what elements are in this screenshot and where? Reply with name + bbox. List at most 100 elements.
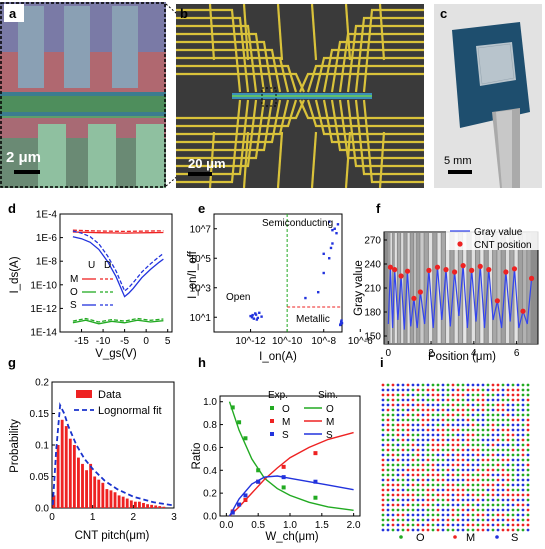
grid-dot-s bbox=[466, 398, 470, 402]
legend-m-dot bbox=[453, 535, 457, 539]
grid-dot-s bbox=[481, 418, 485, 422]
grid-dot-s bbox=[526, 478, 530, 482]
grid-dot-o bbox=[486, 403, 490, 407]
grid-dot-o bbox=[476, 508, 480, 512]
x-tick-label: 0.0 bbox=[219, 520, 233, 531]
background-stripe bbox=[392, 233, 395, 343]
electrode-trace bbox=[344, 4, 352, 61]
point-exp-s bbox=[237, 502, 242, 507]
background-stripe bbox=[410, 233, 413, 343]
grid-dot-m bbox=[386, 393, 390, 397]
grid-dot-o bbox=[496, 448, 500, 452]
grid-dot-s bbox=[411, 428, 415, 432]
grid-dot-s bbox=[436, 438, 440, 442]
grid-dot-m bbox=[441, 478, 445, 482]
grid-dot-s bbox=[426, 383, 430, 387]
grid-dot-s bbox=[486, 513, 490, 517]
grid-dot-s bbox=[401, 488, 405, 492]
grid-dot-o bbox=[456, 448, 460, 452]
grid-dot-m bbox=[476, 448, 480, 452]
grid-dot-s bbox=[516, 433, 520, 437]
grid-dot-m bbox=[521, 503, 525, 507]
series-sim-o bbox=[228, 401, 354, 511]
grid-dot-o bbox=[426, 463, 430, 467]
grid-dot-o bbox=[466, 428, 470, 432]
cnt-position-point bbox=[443, 267, 449, 273]
grid-dot-o bbox=[481, 488, 485, 492]
background-stripe bbox=[417, 233, 420, 343]
grid-dot-m bbox=[456, 463, 460, 467]
grid-dot-m bbox=[456, 393, 460, 397]
grid-dot-m bbox=[441, 408, 445, 412]
point-semiconducting bbox=[335, 231, 338, 235]
grid-dot-m bbox=[476, 498, 480, 502]
grid-dot-s bbox=[431, 433, 435, 437]
grid-dot-o bbox=[461, 403, 465, 407]
grid-dot-m bbox=[471, 423, 475, 427]
grid-dot-s bbox=[461, 523, 465, 527]
grid-dot-m bbox=[501, 513, 505, 517]
grid-dot-s bbox=[496, 393, 500, 397]
y-tick-label: 150 bbox=[364, 332, 381, 343]
grid-dot-m bbox=[466, 513, 470, 517]
electrode-trace bbox=[176, 99, 274, 152]
grid-dot-s bbox=[396, 403, 400, 407]
grid-dot-s bbox=[386, 503, 390, 507]
grid-dot-m bbox=[511, 418, 515, 422]
legend-s-label: S bbox=[511, 532, 518, 544]
grid-dot-o bbox=[431, 453, 435, 457]
electrode-trace bbox=[176, 8, 242, 93]
grid-dot-m bbox=[476, 513, 480, 517]
grid-dot-o bbox=[386, 468, 390, 472]
grid-dot-o bbox=[446, 503, 450, 507]
grid-dot-o bbox=[501, 418, 505, 422]
histogram-bar bbox=[158, 506, 162, 508]
grid-dot-m bbox=[456, 498, 460, 502]
grid-dot-o bbox=[441, 503, 445, 507]
grid-dot-m bbox=[456, 453, 460, 457]
grid-dot-m bbox=[386, 488, 390, 492]
grid-dot-o bbox=[436, 423, 440, 427]
grid-dot-s bbox=[501, 508, 505, 512]
legend-label-s: S bbox=[70, 300, 77, 311]
point-semiconducting bbox=[304, 296, 307, 300]
grid-dot-o bbox=[381, 448, 385, 452]
grid-dot-s bbox=[511, 413, 515, 417]
grid-dot-s bbox=[501, 453, 505, 457]
grid-dot-m bbox=[391, 403, 395, 407]
grid-dot-m bbox=[506, 433, 510, 437]
grid-dot-o bbox=[471, 473, 475, 477]
electrode-trace bbox=[354, 16, 424, 93]
grid-dot-o bbox=[451, 433, 455, 437]
grid-dot-o bbox=[396, 453, 400, 457]
background-stripe bbox=[497, 233, 501, 343]
grid-dot-o bbox=[386, 398, 390, 402]
grid-dot-m bbox=[446, 498, 450, 502]
grid-dot-m bbox=[456, 518, 460, 522]
electrode-trace bbox=[310, 131, 318, 188]
grid-dot-o bbox=[456, 468, 460, 472]
grid-dot-m bbox=[436, 478, 440, 482]
grid-dot-o bbox=[416, 503, 420, 507]
grid-dot-s bbox=[461, 418, 465, 422]
grid-dot-o bbox=[436, 388, 440, 392]
grid-dot-s bbox=[501, 423, 505, 427]
electrode-trace bbox=[362, 99, 424, 184]
grid-dot-m bbox=[421, 463, 425, 467]
histogram-bar bbox=[81, 463, 84, 508]
grid-dot-m bbox=[491, 518, 495, 522]
grid-dot-o bbox=[426, 453, 430, 457]
grid-dot-m bbox=[426, 458, 430, 462]
grid-dot-s bbox=[456, 523, 460, 527]
grid-dot-o bbox=[386, 463, 390, 467]
grid-dot-o bbox=[446, 448, 450, 452]
grid-dot-o bbox=[431, 528, 435, 532]
histogram-bar bbox=[68, 438, 72, 508]
grid-dot-s bbox=[451, 478, 455, 482]
electrode-trace bbox=[208, 4, 216, 61]
grid-dot-s bbox=[416, 518, 420, 522]
grid-dot-s bbox=[466, 468, 470, 472]
grid-dot-o bbox=[526, 408, 530, 412]
grid-dot-s bbox=[506, 523, 510, 527]
y-tick-label: 0.4 bbox=[203, 466, 217, 477]
